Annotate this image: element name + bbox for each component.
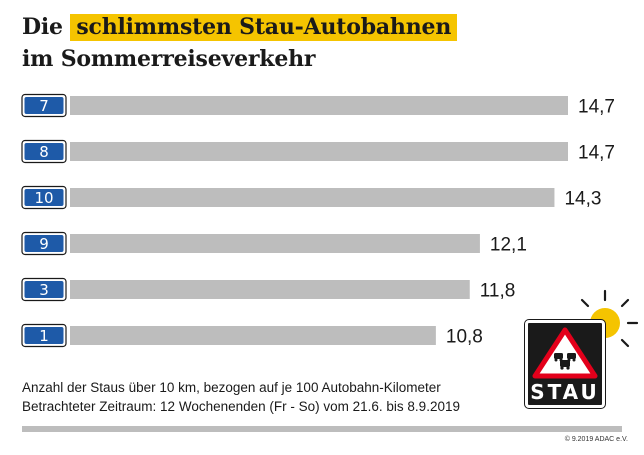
motorway-shield: 7 [21,93,67,118]
shield-fill [24,281,64,298]
shield-fill [24,143,64,160]
bottom-rule [22,426,622,432]
shield-fill [24,97,64,114]
bar [70,280,470,299]
chart-title-line-1: Die schlimmsten Stau-Autobahnen [22,14,458,41]
motorway-shield: 10 [21,185,67,210]
stau-sign: STAU [524,319,606,409]
value-label: 14,7 [578,143,615,164]
footnote-line-1: Anzahl der Staus über 10 km, bezogen auf… [22,380,441,395]
category-label: 3 [39,281,49,299]
value-label: 14,7 [578,97,615,118]
traffic-jam-warning-sign-icon [532,327,598,379]
category-label: 10 [34,189,53,207]
shield-fill [24,327,64,344]
shield-fill [24,189,64,206]
motorway-shield: 1 [21,323,67,348]
motorway-shield: 8 [21,139,67,164]
bar [70,96,568,115]
category-label: 7 [39,97,49,115]
bar [70,188,555,207]
shield-fill [24,235,64,252]
title-highlight: schlimmsten Stau-Autobahnen [70,14,458,41]
category-label: 8 [39,143,49,161]
bar [70,234,480,253]
value-label: 12,1 [490,235,527,256]
motorway-shield: 9 [21,231,67,256]
copyright: © 9.2019 ADAC e.V. [564,436,628,443]
value-label: 14,3 [564,189,601,210]
category-label: 9 [39,235,49,253]
bar [70,142,568,161]
value-label: 10,8 [446,327,483,348]
bar [70,326,436,345]
motorway-shield: 3 [21,277,67,302]
chart-title-line-2: im Sommerreiseverkehr [22,46,316,72]
category-label: 1 [39,327,49,345]
stau-label: STAU [530,380,600,404]
title-prefix: Die [22,14,63,40]
value-label: 11,8 [480,281,516,302]
footnote-line-2: Betrachteter Zeitraum: 12 Wochenenden (F… [22,399,460,414]
